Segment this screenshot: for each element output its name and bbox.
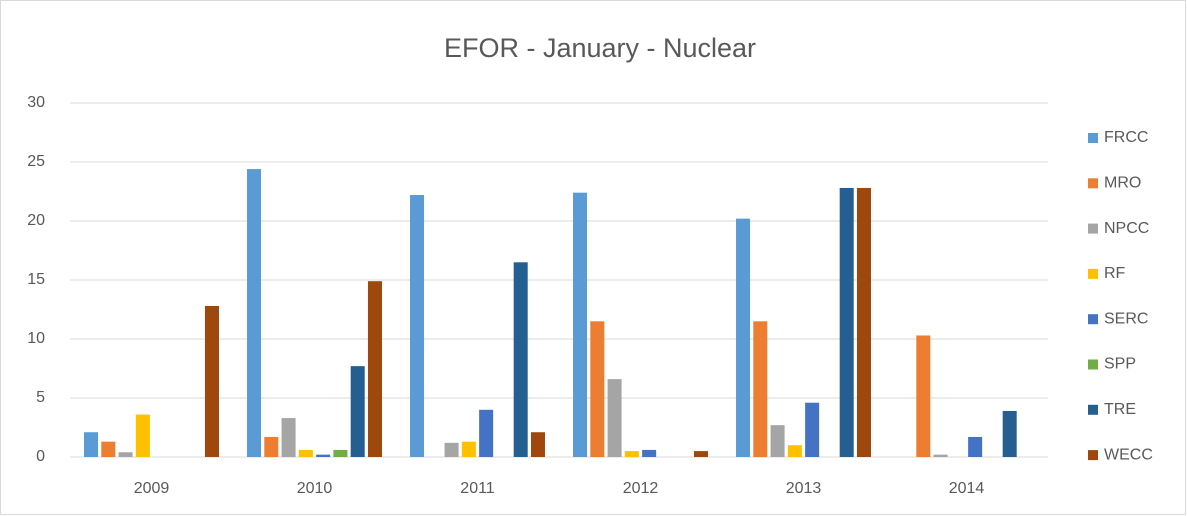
bar (333, 449, 348, 457)
x-tick-label: 2011 (460, 480, 495, 497)
y-tick-label: 30 (27, 94, 45, 111)
y-tick-label: 5 (36, 389, 45, 406)
legend-label: NPCC (1104, 220, 1149, 237)
bar (204, 305, 219, 457)
legend-swatch (1088, 178, 1098, 189)
legend-swatch (1088, 450, 1098, 461)
x-tick-label: 2009 (134, 480, 170, 497)
bar (444, 442, 459, 457)
y-tick-label: 0 (36, 448, 45, 465)
bar (856, 187, 871, 457)
bar (753, 321, 768, 457)
legend-label: RF (1104, 265, 1126, 282)
bar (590, 321, 605, 457)
x-tick-label: 2012 (623, 480, 659, 497)
y-tick-label: 20 (27, 212, 45, 229)
bar (839, 187, 854, 457)
x-tick-label: 2014 (949, 480, 985, 497)
bar (461, 441, 476, 457)
legend-swatch (1088, 359, 1098, 370)
legend-swatch (1088, 223, 1098, 234)
bar (118, 452, 133, 457)
bar (736, 218, 751, 457)
bar (350, 366, 365, 457)
bar (805, 402, 820, 457)
legend-label: TRE (1104, 401, 1136, 418)
bar (693, 451, 708, 457)
bar (530, 432, 545, 457)
x-tick-label: 2010 (297, 480, 333, 497)
bar (410, 195, 425, 458)
bar (933, 454, 948, 457)
legend-label: WECC (1104, 446, 1153, 463)
legend-swatch (1088, 268, 1098, 279)
chart-title: EFOR - January - Nuclear (444, 33, 756, 63)
bar (916, 335, 931, 457)
legend-label: FRCC (1104, 129, 1148, 146)
bar (787, 445, 802, 457)
y-tick-label: 15 (27, 271, 45, 288)
bar (607, 379, 622, 457)
legend-label: SERC (1104, 310, 1148, 327)
bar (298, 449, 313, 457)
y-tick-label: 10 (27, 330, 45, 347)
bar (281, 418, 296, 457)
bar (135, 414, 150, 457)
bar (264, 436, 279, 457)
bar (316, 454, 331, 457)
bar (513, 262, 528, 457)
bar (573, 192, 588, 457)
legend-swatch (1088, 133, 1098, 143)
legend-swatch (1088, 314, 1098, 325)
legend-swatch (1088, 404, 1098, 415)
legend-label: MRO (1104, 175, 1141, 192)
y-tick-label: 25 (27, 153, 45, 170)
bar (367, 281, 382, 457)
bar (642, 449, 657, 457)
bar (84, 432, 99, 457)
bar (247, 169, 262, 457)
x-tick-label: 2013 (786, 480, 822, 497)
bar (479, 409, 494, 457)
bar (968, 436, 983, 457)
bar (1002, 410, 1017, 457)
legend-label: SPP (1104, 356, 1136, 373)
bar (624, 451, 639, 457)
bar (101, 441, 116, 457)
bar (770, 425, 785, 457)
